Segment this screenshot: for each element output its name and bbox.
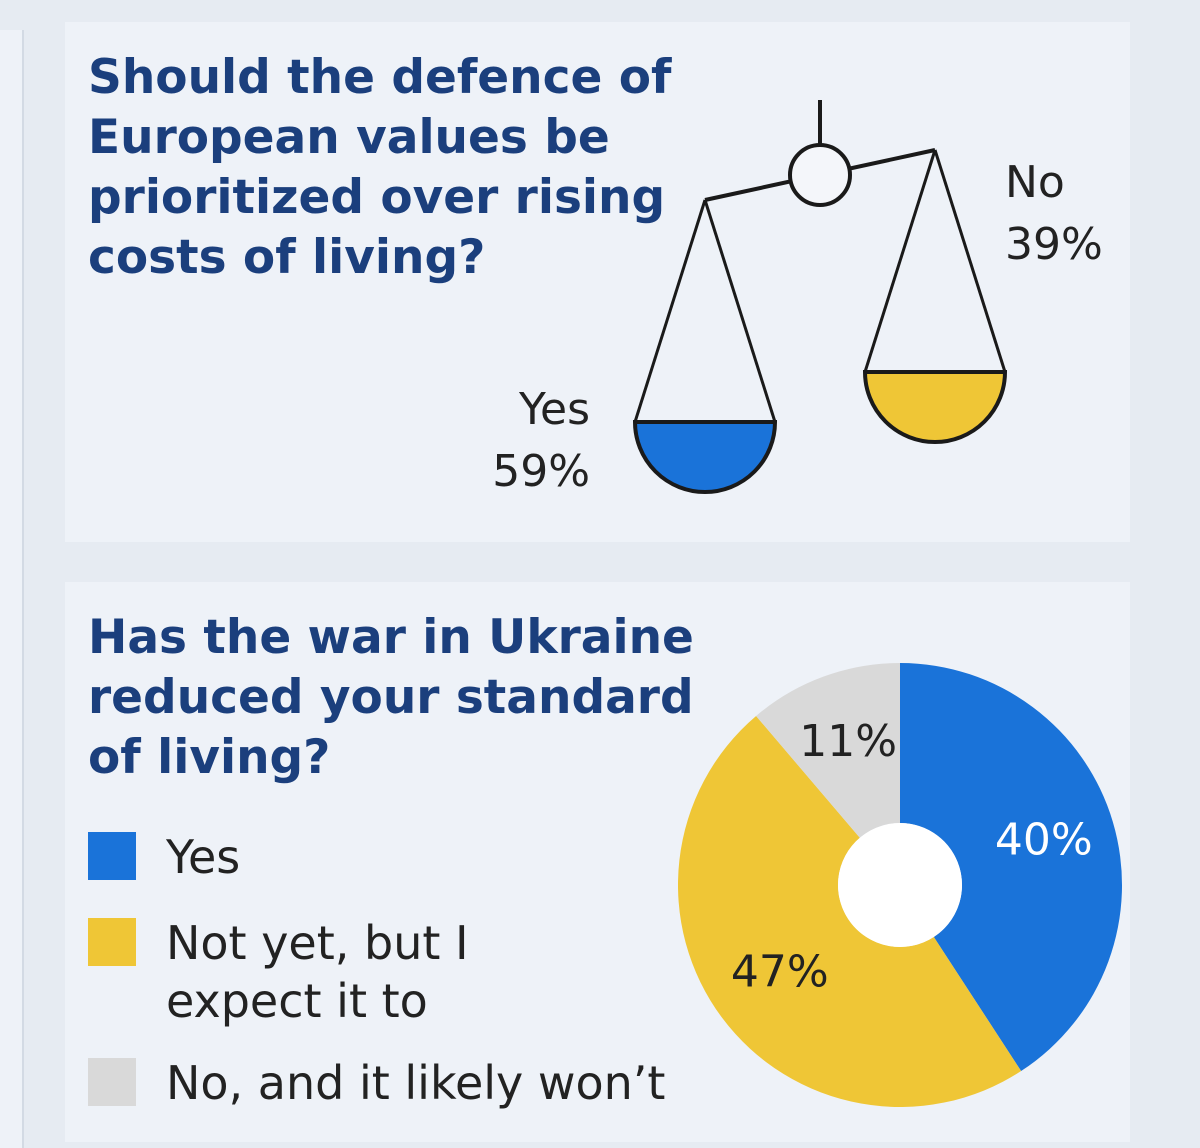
pie-slice <box>756 663 900 838</box>
legend-item: Yes <box>88 828 646 886</box>
pivot <box>788 143 852 207</box>
legend-swatch <box>88 1058 136 1106</box>
value-label: 39% <box>1005 219 1103 270</box>
chart-title: Has the war in Ukraine reduced your stan… <box>88 610 694 785</box>
value-label: 59% <box>492 446 590 497</box>
panel <box>65 22 1130 542</box>
value-label: 47% <box>731 947 829 998</box>
pie-slice <box>900 663 1123 1072</box>
donut-hole <box>838 823 962 947</box>
pan <box>862 370 1008 444</box>
category-label: No <box>1005 157 1065 208</box>
side-strip <box>0 30 24 1148</box>
pan <box>632 420 778 494</box>
value-label: 40% <box>995 814 1093 865</box>
legend-label: Not yet, but I expect it to <box>166 916 469 1028</box>
string <box>933 149 1007 373</box>
chart-title: Should the defence of European values be… <box>88 50 672 285</box>
category-label: Yes <box>518 384 590 435</box>
value-label: 11% <box>799 716 897 767</box>
legend-item: No, and it likely won’t <box>88 1054 766 1112</box>
legend-label: No, and it likely won’t <box>166 1056 666 1110</box>
string <box>703 199 777 423</box>
legend-swatch <box>88 918 136 966</box>
string <box>863 149 937 373</box>
pie-slice <box>677 715 1022 1107</box>
legend-item: Not yet, but I expect it to <box>88 914 526 1030</box>
string <box>633 199 707 423</box>
legend-swatch <box>88 832 136 880</box>
legend-label: Yes <box>166 830 241 884</box>
